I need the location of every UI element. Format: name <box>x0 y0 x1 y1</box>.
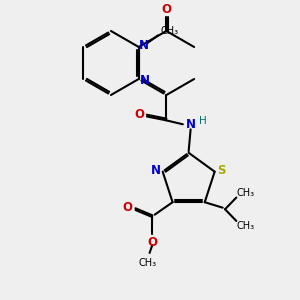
Text: N: N <box>139 38 149 52</box>
Text: O: O <box>147 236 157 248</box>
Text: CH₃: CH₃ <box>237 188 255 198</box>
Text: O: O <box>134 108 145 122</box>
Text: CH₃: CH₃ <box>139 258 157 268</box>
Text: S: S <box>217 164 226 177</box>
Text: O: O <box>161 3 171 16</box>
Text: CH₃: CH₃ <box>161 26 179 36</box>
Text: O: O <box>123 201 133 214</box>
Text: H: H <box>199 116 207 126</box>
Text: N: N <box>151 164 160 177</box>
Text: N: N <box>140 74 149 87</box>
Text: N: N <box>186 118 196 131</box>
Text: CH₃: CH₃ <box>237 220 255 231</box>
